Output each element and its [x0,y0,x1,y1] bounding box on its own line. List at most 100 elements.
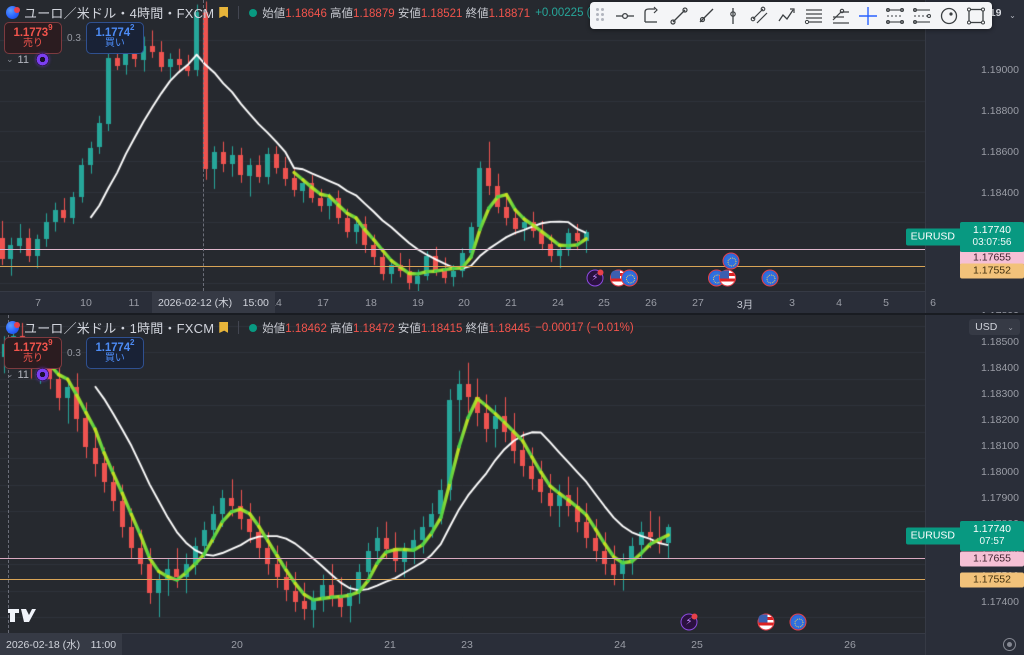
legend-divider [238,321,240,334]
axis-settings-icon[interactable] [1003,638,1016,651]
current-price-value: 1.17740 [973,224,1011,237]
fib-retracement-tool[interactable] [881,3,908,28]
axis-price-label: 1.17900 [981,492,1019,504]
lightning-icon: ⚡ [591,272,599,283]
pink-price-tag[interactable]: 1.17655 [960,250,1024,266]
crosshair-tool[interactable] [854,3,881,28]
time-axis-tick: 20 [231,639,243,651]
economic-event-pair[interactable] [610,269,638,287]
time-axis-1h[interactable]: 20 21 23 24 25 26 2026-02-18 (水) 11:00 [0,633,925,655]
orange-price-tag[interactable]: 1.17552 [960,263,1024,279]
pink-price-line[interactable] [0,558,925,559]
ohlc-values: 始値1.18462 高値1.18472 安値1.18415 終値1.18445 [262,320,530,336]
drawing-tools-toolbar[interactable] [590,2,992,29]
crosshair-vertical-line [8,315,9,633]
time-axis-tick: 4 [836,297,842,309]
economic-event-eu-flag[interactable] [789,613,807,631]
zigzag-tool[interactable] [773,3,800,28]
gann-fan-icon [912,7,931,24]
economic-event-eu-flag[interactable] [621,269,638,287]
spread-value: 0.3 [67,347,81,359]
symbol-title[interactable]: ユーロ／米ドル・4時間・FXCM [24,6,215,21]
crosshair-time-label: 2026-02-12 (木) 15:00 [152,292,275,313]
tradingview-logo[interactable] [8,608,36,629]
economic-event-lightning[interactable]: ⚡ [586,269,604,287]
parallel-channel-tool[interactable] [746,3,773,28]
axis-price-label: 1.18500 [981,336,1019,348]
time-axis-tick: 21 [505,297,517,309]
plot-area-1h[interactable]: ユーロ／米ドル・1時間・FXCM 始値1.18462 高値1.18472 安値1… [0,315,925,655]
economic-event-eu-flag[interactable] [761,269,779,287]
chart-pane-4h[interactable]: ユーロ／米ドル・4時間・FXCM 始値1.18646 高値1.18879 安値1… [0,0,1024,313]
current-price-badge[interactable]: 1.17740 07:57 [960,521,1024,551]
toolbar-drag-handle[interactable] [596,7,608,24]
rectangle-tool[interactable] [962,3,989,28]
cross-line-tool[interactable] [611,3,638,28]
sell-button[interactable]: 1.17739 売り [4,22,62,55]
rectangle-icon [966,7,985,24]
time-axis-tick: 23 [461,639,473,651]
buy-button[interactable]: 1.17742 買い [85,22,144,55]
crosshair-icon [858,6,877,25]
time-axis-tick: 14 [270,297,282,309]
sell-price-pip: 9 [48,22,53,32]
close-value: 1.18445 [488,322,531,335]
sell-price: 1.1773 [13,26,49,39]
price-axis-4h[interactable]: 1.19222 + 1.190001.188001.186001.184001.… [905,0,1024,313]
pink-price-tag[interactable]: 1.17655 [960,551,1024,567]
price-axis-1h[interactable]: USD ⌄ 1.18500 1.18400 1.18300 1.18200 1.1810… [905,315,1024,655]
pane-divider[interactable] [0,313,1024,315]
chevron-down-icon: ⌄ [6,369,14,379]
buy-price-pip: 2 [130,337,135,347]
time-axis-tick: 3 [789,297,795,309]
high-value: 1.18879 [353,7,395,20]
circle-tool[interactable] [935,3,962,28]
study-collapse-toggle[interactable]: ⌄ 11 [6,369,29,381]
study-row-4h[interactable]: ⌄ 11 [6,53,49,66]
high-value: 1.18472 [353,322,395,335]
currency-selector[interactable]: USD ⌄ [969,319,1020,335]
symbol-badge[interactable]: EURUSD [905,228,960,246]
current-price-value: 1.17740 [973,523,1011,536]
jp-flag-icon [219,322,229,333]
plot-area-4h[interactable]: ユーロ／米ドル・4時間・FXCM 始値1.18646 高値1.18879 安値1… [0,0,925,313]
current-price-badge[interactable]: 1.17740 03:07:56 [960,222,1024,252]
orange-price-tag[interactable]: 1.17552 [960,572,1024,588]
buy-price: 1.1774 [95,26,131,39]
study-collapse-toggle[interactable]: ⌄ 11 [6,54,29,66]
economic-event-eu-flag[interactable] [722,252,740,270]
legend-4h: ユーロ／米ドル・4時間・FXCM 始値1.18646 高値1.18879 安値1… [6,3,634,22]
symbol-badge[interactable]: EURUSD [905,527,960,545]
axis-price-label: 1.18600 [981,146,1019,158]
time-axis-tick: 11 [128,297,140,309]
economic-event-us-flag[interactable] [757,613,775,631]
pink-price-line[interactable] [0,249,925,250]
symbol-title[interactable]: ユーロ／米ドル・1時間・FXCM [24,321,215,336]
vertical-line-tool[interactable] [719,3,746,28]
time-axis-tick: 3月 [736,299,754,311]
legend-1h: ユーロ／米ドル・1時間・FXCM 始値1.18462 高値1.18472 安値1… [6,318,634,337]
pitchfork-tool[interactable] [827,3,854,28]
trend-line-tool[interactable] [665,3,692,28]
economic-event-us-flag[interactable] [719,269,736,287]
sell-button[interactable]: 1.17739 売り [4,337,62,370]
toolbar-more-button[interactable]: ⌄ [1001,2,1024,29]
orange-price-line[interactable] [0,266,925,267]
gann-fan-tool[interactable] [908,3,935,28]
study-row-1h[interactable]: ⌄ 11 [6,368,49,381]
buy-button[interactable]: 1.17742 買い [85,337,144,370]
ray-tool[interactable] [692,3,719,28]
orange-price-line[interactable] [0,579,925,580]
indicator-circle-icon[interactable] [35,53,49,66]
trend-angle-tool[interactable] [638,3,665,28]
chart-pane-1h[interactable]: ユーロ／米ドル・1時間・FXCM 始値1.18462 高値1.18472 安値1… [0,315,1024,655]
time-axis-4h[interactable]: 7 10 11 14 17 18 19 20 21 24 25 26 27 3月 3 4 5 6 2026-02-1… [0,291,936,313]
axis-price-label: 1.18300 [981,388,1019,400]
economic-event-lightning[interactable]: ⚡ [680,613,698,631]
economic-event-pair[interactable] [708,269,736,287]
indicator-circle-icon[interactable] [35,368,49,381]
sell-price: 1.1773 [13,341,49,354]
buy-price: 1.1774 [95,341,131,354]
flat-top-bottom-tool[interactable] [800,3,827,28]
